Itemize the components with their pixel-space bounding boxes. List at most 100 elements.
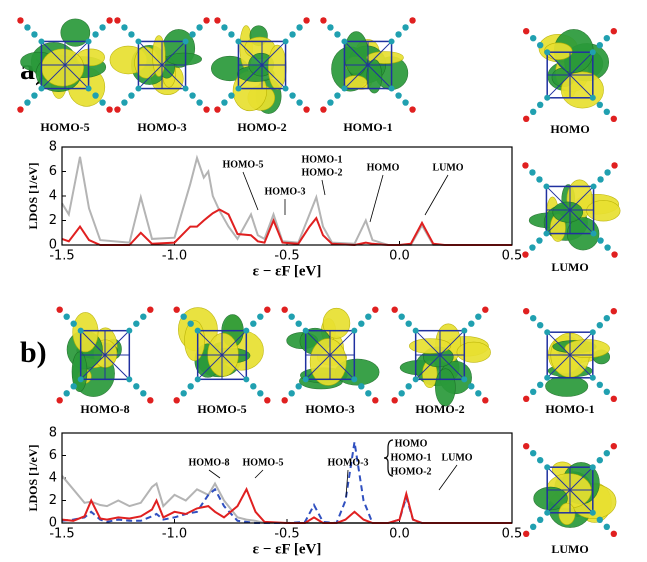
cluster-bonds bbox=[546, 186, 593, 233]
atom bbox=[372, 306, 378, 312]
atom bbox=[140, 313, 146, 319]
orbital-label: HOMO-5 bbox=[40, 120, 89, 134]
orbital-label: LUMO bbox=[551, 542, 588, 556]
atom bbox=[402, 24, 408, 30]
atom bbox=[351, 328, 357, 334]
orbital-image bbox=[110, 17, 210, 113]
atom bbox=[126, 328, 132, 334]
annotation: HOMO-3 bbox=[264, 186, 305, 197]
atom bbox=[522, 162, 528, 168]
atom bbox=[173, 306, 179, 312]
x-tick-label: -1.0 bbox=[162, 249, 187, 264]
annotation-line bbox=[243, 172, 258, 210]
annotation: LUMO bbox=[432, 162, 463, 173]
lobe bbox=[545, 376, 587, 396]
atom bbox=[92, 31, 98, 37]
atom bbox=[537, 457, 543, 463]
atom bbox=[522, 251, 528, 257]
annotation: HOMO bbox=[395, 438, 428, 449]
y-tick-label: 2 bbox=[49, 213, 57, 228]
atom bbox=[604, 389, 610, 395]
x-tick-label: -1.0 bbox=[162, 527, 187, 542]
atom bbox=[86, 38, 92, 44]
atom bbox=[597, 237, 603, 243]
annotation-line bbox=[209, 470, 220, 478]
atom bbox=[413, 376, 419, 382]
atom bbox=[409, 17, 415, 23]
atom bbox=[590, 464, 596, 470]
orbital-image bbox=[56, 306, 153, 403]
atom bbox=[235, 86, 241, 92]
atom bbox=[597, 517, 603, 523]
atom bbox=[189, 31, 195, 37]
atom bbox=[341, 38, 347, 44]
lobe bbox=[73, 312, 98, 351]
atom bbox=[303, 328, 309, 334]
atom bbox=[173, 397, 179, 403]
atom bbox=[99, 24, 105, 30]
atom bbox=[228, 31, 234, 37]
atom bbox=[264, 397, 270, 403]
atom bbox=[604, 109, 610, 115]
annotation: HOMO-3 bbox=[327, 457, 368, 468]
atom bbox=[17, 106, 23, 112]
atom bbox=[468, 320, 474, 326]
atom bbox=[530, 389, 536, 395]
atom bbox=[78, 376, 84, 382]
orbital-image bbox=[523, 28, 617, 122]
atom bbox=[461, 376, 467, 382]
atom bbox=[597, 176, 603, 182]
atom bbox=[214, 17, 220, 23]
atom bbox=[475, 390, 481, 396]
annotation: HOMO-5 bbox=[242, 457, 283, 468]
lobe bbox=[435, 369, 455, 406]
atom bbox=[243, 376, 249, 382]
cluster-bonds bbox=[547, 467, 593, 513]
atom bbox=[196, 99, 202, 105]
atom bbox=[523, 396, 529, 402]
lobe bbox=[457, 342, 491, 362]
atom bbox=[121, 99, 127, 105]
atom bbox=[221, 99, 227, 105]
atom bbox=[327, 99, 333, 105]
atom bbox=[281, 306, 287, 312]
atom bbox=[203, 17, 209, 23]
atom bbox=[523, 308, 529, 314]
atom bbox=[372, 397, 378, 403]
x-tick-label: 0.5 bbox=[502, 527, 523, 542]
atom bbox=[597, 382, 603, 388]
atom bbox=[92, 92, 98, 98]
atom bbox=[38, 38, 44, 44]
atom bbox=[544, 375, 550, 381]
lobe bbox=[559, 503, 575, 525]
cluster-bonds bbox=[547, 52, 593, 98]
annotation: LUMO bbox=[441, 452, 472, 463]
orbital-label: HOMO bbox=[550, 122, 589, 136]
annotation: HOMO bbox=[367, 162, 400, 173]
atom bbox=[530, 524, 536, 530]
atom bbox=[544, 464, 550, 470]
atom bbox=[482, 397, 488, 403]
orbital-label: HOMO-8 bbox=[80, 402, 129, 416]
atom bbox=[536, 176, 542, 182]
lobe bbox=[268, 45, 286, 90]
atom bbox=[405, 383, 411, 389]
atom bbox=[358, 320, 364, 326]
orbital-label: HOMO-5 bbox=[197, 402, 246, 416]
atom bbox=[303, 376, 309, 382]
atom bbox=[214, 106, 220, 112]
atom bbox=[196, 24, 202, 30]
atom bbox=[461, 328, 467, 334]
atom bbox=[327, 24, 333, 30]
atom bbox=[530, 109, 536, 115]
atom bbox=[24, 24, 30, 30]
atom bbox=[611, 308, 617, 314]
y-tick-label: 8 bbox=[49, 140, 57, 155]
atom bbox=[38, 86, 44, 92]
atom bbox=[590, 375, 596, 381]
atom bbox=[591, 231, 597, 237]
y-tick-label: 6 bbox=[49, 164, 57, 179]
atom bbox=[106, 106, 112, 112]
x-tick-label: -0.5 bbox=[274, 527, 299, 542]
atom bbox=[133, 383, 139, 389]
